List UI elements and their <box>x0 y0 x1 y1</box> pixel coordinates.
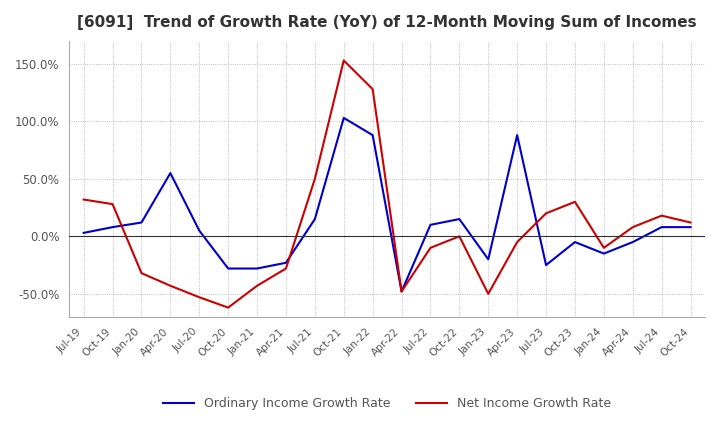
Ordinary Income Growth Rate <box>397 289 406 294</box>
Ordinary Income Growth Rate <box>224 266 233 271</box>
Ordinary Income Growth Rate <box>657 224 666 230</box>
Net Income Growth Rate <box>629 224 637 230</box>
Net Income Growth Rate <box>571 199 580 205</box>
Ordinary Income Growth Rate <box>79 230 88 235</box>
Ordinary Income Growth Rate <box>137 220 145 225</box>
Line: Net Income Growth Rate: Net Income Growth Rate <box>84 60 690 308</box>
Net Income Growth Rate <box>369 87 377 92</box>
Ordinary Income Growth Rate <box>339 115 348 121</box>
Ordinary Income Growth Rate <box>484 257 492 262</box>
Net Income Growth Rate <box>108 202 117 207</box>
Net Income Growth Rate <box>600 245 608 250</box>
Net Income Growth Rate <box>166 283 175 288</box>
Net Income Growth Rate <box>282 266 290 271</box>
Net Income Growth Rate <box>686 220 695 225</box>
Net Income Growth Rate <box>310 176 319 181</box>
Ordinary Income Growth Rate <box>253 266 261 271</box>
Net Income Growth Rate <box>253 283 261 288</box>
Net Income Growth Rate <box>79 197 88 202</box>
Net Income Growth Rate <box>484 291 492 297</box>
Ordinary Income Growth Rate <box>541 262 550 268</box>
Ordinary Income Growth Rate <box>686 224 695 230</box>
Title: [6091]  Trend of Growth Rate (YoY) of 12-Month Moving Sum of Incomes: [6091] Trend of Growth Rate (YoY) of 12-… <box>77 15 697 30</box>
Net Income Growth Rate <box>541 211 550 216</box>
Net Income Growth Rate <box>657 213 666 218</box>
Ordinary Income Growth Rate <box>629 239 637 245</box>
Line: Ordinary Income Growth Rate: Ordinary Income Growth Rate <box>84 118 690 292</box>
Net Income Growth Rate <box>137 271 145 276</box>
Legend: Ordinary Income Growth Rate, Net Income Growth Rate: Ordinary Income Growth Rate, Net Income … <box>158 392 616 415</box>
Ordinary Income Growth Rate <box>513 132 521 138</box>
Ordinary Income Growth Rate <box>426 222 435 227</box>
Net Income Growth Rate <box>455 234 464 239</box>
Net Income Growth Rate <box>224 305 233 310</box>
Ordinary Income Growth Rate <box>455 216 464 222</box>
Ordinary Income Growth Rate <box>282 260 290 265</box>
Net Income Growth Rate <box>397 289 406 294</box>
Ordinary Income Growth Rate <box>600 251 608 256</box>
Net Income Growth Rate <box>426 245 435 250</box>
Net Income Growth Rate <box>513 239 521 245</box>
Ordinary Income Growth Rate <box>166 170 175 176</box>
Ordinary Income Growth Rate <box>310 216 319 222</box>
Ordinary Income Growth Rate <box>369 132 377 138</box>
Ordinary Income Growth Rate <box>108 224 117 230</box>
Net Income Growth Rate <box>195 295 204 300</box>
Ordinary Income Growth Rate <box>195 228 204 233</box>
Ordinary Income Growth Rate <box>571 239 580 245</box>
Net Income Growth Rate <box>339 58 348 63</box>
